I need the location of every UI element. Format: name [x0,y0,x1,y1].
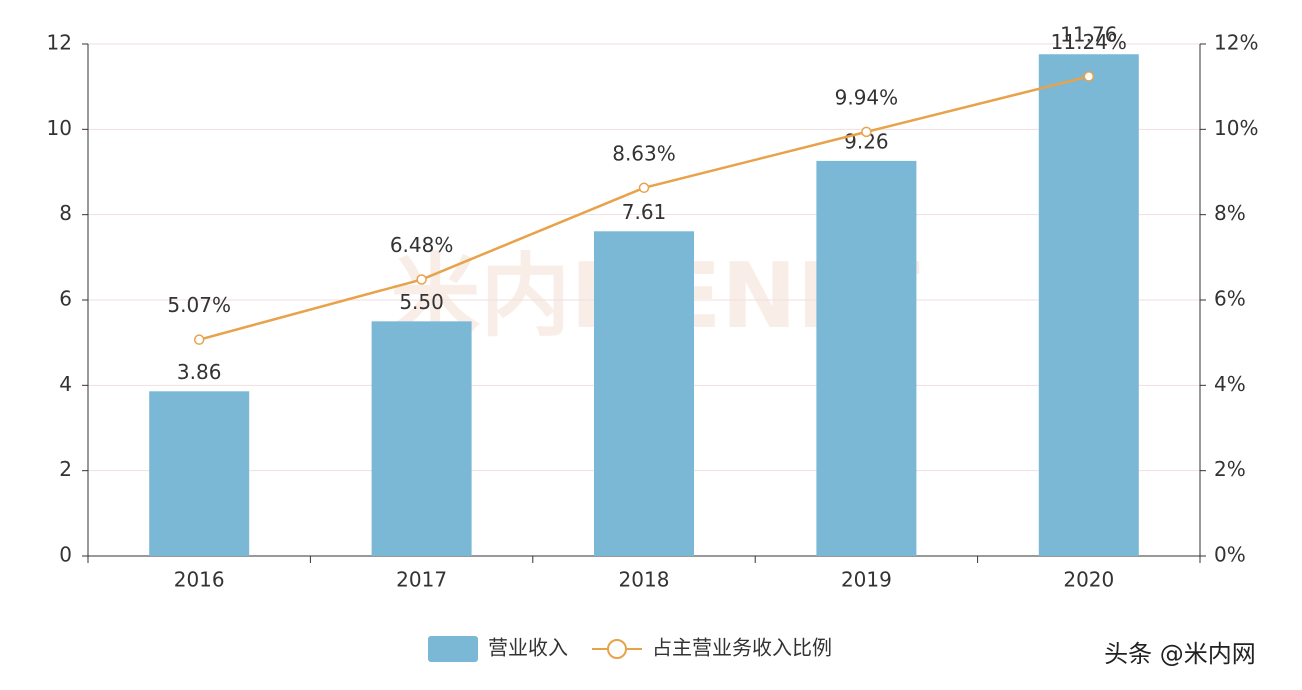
line-point [193,334,205,345]
y-tick-label: 10 [47,116,72,140]
y-tick-label: 0 [59,543,72,567]
y2-tick-label: 6% [1214,287,1246,311]
y-tick-label: 6 [59,287,72,311]
line-value-label: 5.07% [167,293,231,317]
bar [149,391,250,556]
legend-swatch [428,636,478,662]
y-tick-label: 4 [59,372,72,396]
bar [371,321,472,556]
line-value-label: 6.48% [390,233,454,257]
line-value-label: 8.63% [612,141,676,165]
source: 头条 @米内网 [1104,640,1256,668]
y2-tick-label: 8% [1214,201,1246,225]
y2-tick-label: 2% [1214,457,1246,481]
line-point [1083,71,1095,82]
bar-value-label: 5.50 [399,290,444,314]
bar-value-label: 11.76 [1060,23,1117,47]
x-tick-label: 2016 [174,568,225,592]
line-value-label: 9.94% [835,85,899,109]
legend-swatch [607,639,627,659]
y-tick-label: 12 [47,31,72,55]
bar [816,160,917,556]
line-point [416,274,427,285]
x-tick-label: 2020 [1063,568,1114,592]
y-tick-label: 8 [59,201,72,225]
x-tick-label: 2019 [841,568,892,592]
x-tick-label: 2018 [619,568,670,592]
line-value-label: 11.24% [1051,30,1127,54]
y-tick-label: 2 [59,457,72,481]
legend-label: 营业收入 [488,636,568,660]
y2-tick-label: 12% [1214,31,1258,55]
bar-value-label: 7.61 [622,200,667,224]
bar [594,231,694,556]
bar [1038,54,1139,557]
line-point [638,182,650,194]
bar-value-label: 3.86 [177,360,222,384]
y2-tick-label: 10% [1214,116,1258,140]
legend-label: 占主营业务收入比例 [652,636,832,660]
line-point [861,126,872,138]
y2-tick-label: 4% [1214,372,1246,396]
x-tick-label: 2017 [396,568,447,592]
y2-tick-label: 0% [1214,543,1246,567]
